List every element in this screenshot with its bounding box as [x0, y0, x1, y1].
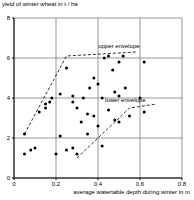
html-text:yield of winter wheat in t / h: yield of winter wheat in t / ha: [2, 1, 78, 7]
svg-text:8: 8: [8, 15, 11, 21]
svg-text:0.8: 0.8: [178, 181, 186, 187]
svg-text:0.4: 0.4: [94, 181, 103, 187]
html-text:average watertable depth durin: average watertable depth during winter i…: [73, 189, 190, 195]
svg-text:2: 2: [8, 135, 11, 141]
svg-text:0: 0: [12, 181, 16, 187]
svg-text:0.6: 0.6: [136, 181, 145, 187]
svg-text:6: 6: [8, 55, 11, 61]
svg-text:0: 0: [8, 175, 11, 181]
svg-text:4: 4: [8, 95, 11, 101]
svg-text:lower envelope: lower envelope: [105, 97, 146, 103]
svg-text:upper envelope: upper envelope: [98, 43, 140, 49]
svg-text:0.2: 0.2: [52, 181, 61, 187]
